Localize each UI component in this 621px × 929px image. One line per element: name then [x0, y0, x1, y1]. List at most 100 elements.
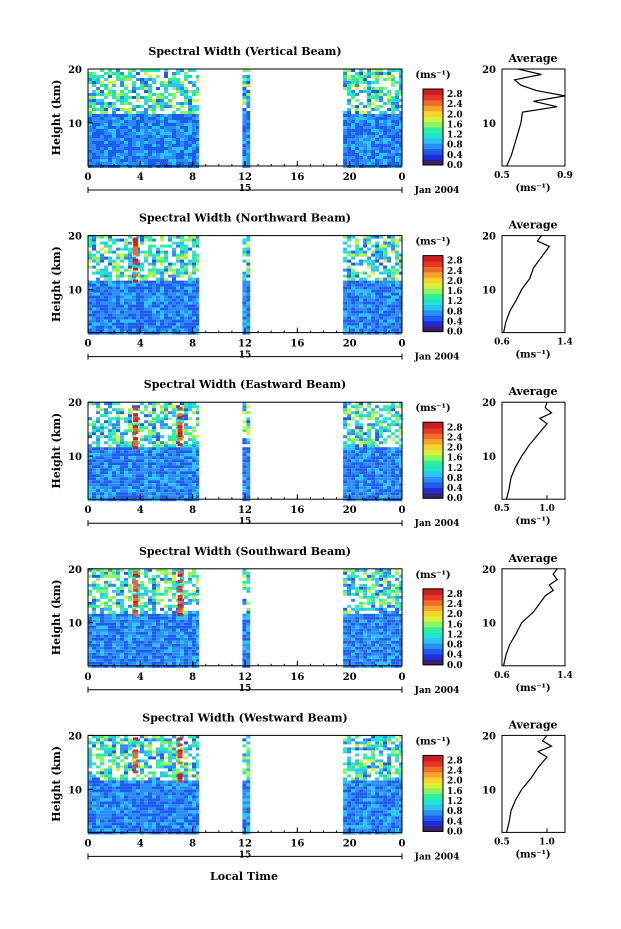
heatmap-cell: [347, 316, 352, 320]
heatmap-cell: [88, 162, 92, 165]
heatmap-cell: [164, 402, 168, 406]
heatmap-cell: [355, 150, 360, 153]
heatmap-cell: [148, 595, 152, 599]
heatmap-cell: [399, 301, 402, 305]
heatmap-cell: [92, 628, 96, 632]
heatmap-cell: [343, 637, 348, 641]
heatmap-cell: [112, 649, 116, 653]
heatmap-cell: [164, 259, 168, 263]
heatmap-cell: [116, 480, 120, 484]
heatmap-cell: [242, 96, 247, 99]
heatmap-cell: [108, 307, 112, 311]
heatmap-cell: [148, 123, 152, 126]
heatmap-cell: [343, 250, 348, 254]
heatmap-cell: [140, 435, 144, 439]
heatmap-cell: [383, 289, 388, 293]
heatmap-cell: [343, 474, 348, 478]
heatmap-cell: [120, 468, 124, 472]
colorbar-swatch: [423, 438, 443, 445]
heatmap-cell: [180, 325, 184, 329]
heatmap-cell: [246, 265, 251, 269]
heatmap-cell: [399, 72, 402, 75]
heatmap-cell: [92, 646, 96, 650]
heatmap-cell: [347, 69, 352, 72]
heatmap-cell: [383, 417, 388, 421]
heatmap-cell: [379, 123, 384, 126]
heatmap-cell: [180, 262, 184, 266]
heatmap-cell: [379, 423, 384, 427]
heatmap-cell: [104, 580, 108, 584]
heatmap-cell: [367, 438, 372, 442]
heatmap-cell: [128, 634, 132, 638]
heatmap-cell: [375, 456, 380, 460]
heatmap-cell: [116, 147, 120, 150]
heatmap-cell: [116, 634, 120, 638]
heatmap-cell: [128, 129, 132, 132]
heatmap-cell: [168, 289, 172, 293]
heatmap-cell: [168, 280, 172, 284]
heatmap-cell: [156, 322, 160, 326]
colorbar-swatch: [423, 433, 443, 439]
heatmap-cell: [367, 483, 372, 487]
heatmap-cell: [363, 483, 368, 487]
heatmap-cell: [399, 489, 402, 493]
heatmap-cell: [164, 658, 168, 662]
heatmap-cell: [156, 592, 160, 596]
heatmap-cell: [395, 486, 400, 490]
heatmap-cell: [96, 450, 100, 454]
heatmap-cell: [128, 456, 132, 460]
heatmap-cell: [176, 102, 180, 105]
heatmap-cell: [188, 162, 192, 165]
heatmap-cell: [156, 616, 160, 620]
heatmap-cell: [242, 141, 247, 144]
heatmap-cell: [108, 619, 112, 623]
colorbar-swatch: [423, 299, 443, 305]
heatmap-cell: [367, 262, 372, 266]
heatmap-cell: [184, 132, 188, 135]
heatmap-cell: [116, 298, 120, 302]
heatmap-cell: [168, 637, 172, 641]
heatmap-cell: [379, 298, 384, 302]
heatmap-cell: [96, 574, 100, 578]
heatmap-cell: [184, 253, 188, 257]
heatmap-cell: [100, 295, 104, 299]
heatmap-cell: [383, 480, 388, 484]
heatmap-cell: [367, 313, 372, 317]
heatmap-cell: [391, 265, 396, 269]
heatmap-cell: [164, 156, 168, 159]
heatmap-cell: [180, 322, 184, 326]
heatmap-cell: [246, 138, 251, 141]
heatmap-cell: [92, 471, 96, 475]
heatmap-cell: [379, 120, 384, 123]
heatmap-cell: [188, 238, 192, 242]
heatmap-cell: [180, 307, 184, 311]
heatmap-cell: [347, 414, 352, 418]
heatmap-cell: [108, 259, 112, 263]
heatmap-cell: [164, 477, 168, 481]
heatmap-cell: [108, 105, 112, 108]
heatmap-cell: [136, 144, 140, 147]
heatmap-cell: [160, 322, 164, 326]
heatmap-cell: [180, 238, 184, 242]
heatmap-cell: [120, 438, 124, 442]
heatmap-cell: [156, 649, 160, 653]
heatmap-cell: [120, 643, 124, 647]
heatmap-cell: [246, 658, 251, 662]
heatmap-cell: [359, 307, 364, 311]
heatmap-cell: [128, 411, 132, 415]
heatmap-cell: [188, 598, 192, 602]
heatmap-cell: [88, 111, 92, 114]
heatmap-cell: [379, 495, 384, 499]
heatmap-cell: [144, 477, 148, 481]
heatmap-cell: [363, 316, 368, 320]
heatmap-cell: [180, 120, 184, 123]
heatmap-cell: [359, 69, 364, 72]
heatmap-cell: [359, 304, 364, 308]
heatmap-cell: [184, 316, 188, 320]
heatmap-cell: [124, 84, 128, 87]
average-frame: [501, 401, 566, 500]
heatmap-cell: [180, 568, 184, 572]
heatmap-cell: [188, 138, 192, 141]
heatmap-cell: [192, 661, 196, 665]
